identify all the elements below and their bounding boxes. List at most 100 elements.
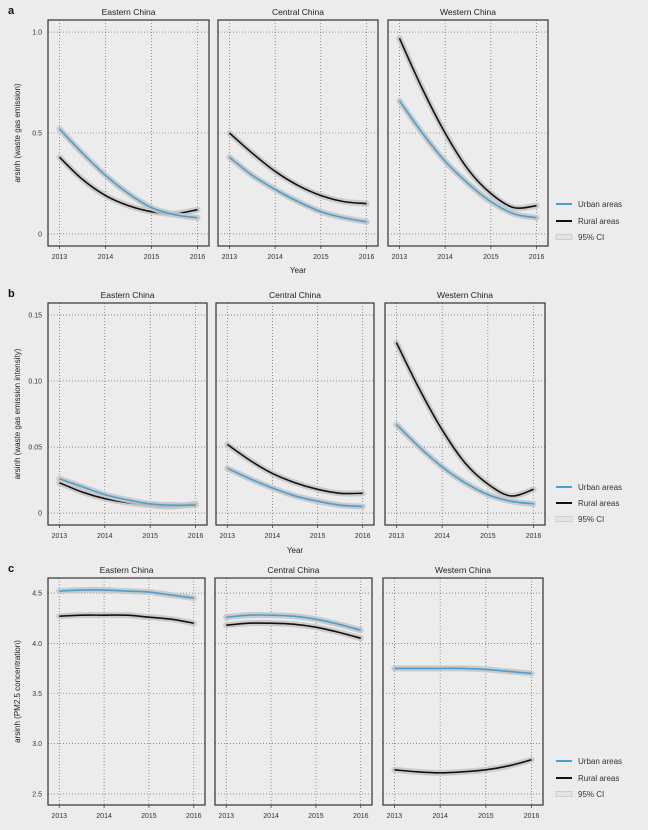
panel-letter: a <box>8 5 15 17</box>
legend-swatch-ci <box>555 791 573 797</box>
facet-western-china: Western China 2013 2014 2015 2016 <box>384 290 546 540</box>
x-tick-label: 2016 <box>353 813 369 820</box>
legend-label-rural: Rural areas <box>578 774 619 783</box>
panel-frame <box>47 577 206 806</box>
x-tick-label: 2015 <box>478 813 494 820</box>
ci-band-urban <box>226 154 370 225</box>
series-line-urban <box>394 667 532 675</box>
series-line-rural <box>59 614 194 624</box>
legend-label-urban: Urban areas <box>578 757 622 766</box>
series-line-urban <box>398 100 537 219</box>
x-tick-label: 2014 <box>97 533 113 540</box>
series-line-rural <box>226 443 363 495</box>
panel-frame <box>47 302 208 526</box>
panel-frame <box>384 302 546 526</box>
x-tick-label: 2015 <box>313 254 329 261</box>
series-line-urban <box>226 467 363 508</box>
facet-eastern-china: Eastern China 0 0.5 1.0 2013 2014 2015 2016 <box>32 7 210 261</box>
facet-title: Central China <box>268 565 320 575</box>
x-tick-label: 2013 <box>52 533 68 540</box>
chart-row-b: b arsinh (waste gas emission intensity) Ea… <box>8 288 622 555</box>
facet-title: Eastern China <box>101 290 155 300</box>
legend-label-urban: Urban areas <box>578 483 622 492</box>
legend-label-urban: Urban areas <box>578 200 622 209</box>
y-tick-label: 0 <box>38 231 42 238</box>
panel-frame <box>47 19 210 247</box>
legend-label-rural: Rural areas <box>578 217 619 226</box>
facet-title: Western China <box>435 565 491 575</box>
y-tick-label: 4.0 <box>32 641 42 648</box>
series-line-urban <box>59 589 194 599</box>
x-tick-label: 2014 <box>263 813 279 820</box>
panel-frame <box>217 19 379 247</box>
x-tick-label: 2013 <box>389 533 405 540</box>
facet-eastern-china: Eastern China 2.5 3.0 3.5 4.0 4.5 2013 2014 2015… <box>32 565 206 820</box>
facet-central-china: Central China 2013 2014 2015 2016 <box>217 7 379 261</box>
legend-swatch-ci <box>555 234 573 240</box>
x-tick-label: 2013 <box>51 813 67 820</box>
series-line-rural <box>58 156 198 215</box>
x-tick-label: 2016 <box>526 533 542 540</box>
x-tick-label: 2015 <box>142 533 158 540</box>
x-tick-label: 2013 <box>52 254 68 261</box>
x-axis-label: Year <box>287 546 304 555</box>
facet-central-china: Central China 2013 2014 2015 2016 <box>215 290 375 540</box>
facet-title: Eastern China <box>100 565 154 575</box>
x-tick-label: 2013 <box>392 254 408 261</box>
series-line-urban <box>58 128 198 219</box>
y-axis-label: arsinh (waste gas emission intensity) <box>13 348 22 479</box>
x-tick-label: 2014 <box>437 254 453 261</box>
y-tick-label: 0.05 <box>28 445 42 452</box>
x-tick-label: 2015 <box>483 254 499 261</box>
series-line-rural <box>394 759 532 774</box>
panel-frame <box>214 577 373 806</box>
series-line-urban <box>59 477 196 507</box>
x-tick-label: 2014 <box>434 533 450 540</box>
x-tick-label: 2014 <box>98 254 114 261</box>
x-tick-label: 2014 <box>265 533 281 540</box>
y-tick-label: 3.0 <box>32 741 42 748</box>
y-tick-label: 0.15 <box>28 312 42 319</box>
panel-frame <box>382 577 544 806</box>
facet-title: Central China <box>272 7 324 17</box>
legend-label-rural: Rural areas <box>578 499 619 508</box>
y-tick-label: 0 <box>38 511 42 518</box>
x-tick-label: 2016 <box>359 254 375 261</box>
chart-row-a: a arsinh (waste gas emission) Eastern Chin… <box>8 5 622 275</box>
y-tick-label: 4.5 <box>32 591 42 598</box>
facet-title: Eastern China <box>102 7 156 17</box>
series-line-urban <box>228 156 367 223</box>
x-tick-label: 2014 <box>267 254 283 261</box>
legend-swatch-ci <box>555 516 573 522</box>
series-line-urban <box>226 614 361 632</box>
x-tick-label: 2013 <box>218 813 234 820</box>
x-tick-label: 2015 <box>310 533 326 540</box>
facet-title: Western China <box>440 7 496 17</box>
y-tick-label: 0.5 <box>32 131 42 138</box>
legend-label-ci: 95% CI <box>578 233 604 242</box>
facet-central-china: Central China 2013 2014 2015 2016 <box>214 565 373 820</box>
x-tick-label: 2015 <box>308 813 324 820</box>
y-tick-label: 3.5 <box>32 691 42 698</box>
legend-label-ci: 95% CI <box>578 515 604 524</box>
panel-frame <box>215 302 375 526</box>
ci-band-urban <box>396 97 540 221</box>
y-axis-label: arsinh (waste gas emission) <box>13 83 22 182</box>
series-line-rural <box>228 132 367 205</box>
legend: Urban areas Rural areas 95% CI <box>555 757 622 799</box>
panel-frame <box>387 19 549 247</box>
panel-letter: c <box>8 563 14 575</box>
legend: Urban areas Rural areas 95% CI <box>555 483 622 524</box>
ci-band-urban <box>224 465 366 510</box>
x-tick-label: 2016 <box>190 254 206 261</box>
facet-western-china: Western China 2013 2014 2015 2016 <box>382 565 544 820</box>
x-tick-label: 2016 <box>355 533 371 540</box>
chart-row-c: c arsinh (PM2.5 concentration) Eastern Chi… <box>8 563 622 820</box>
ci-band-rural <box>224 441 366 497</box>
facet-title: Western China <box>437 290 493 300</box>
legend: Urban areas Rural areas 95% CI <box>555 200 622 242</box>
y-tick-label: 2.5 <box>32 791 42 798</box>
series-line-rural <box>398 37 537 210</box>
x-tick-label: 2016 <box>524 813 540 820</box>
series-line-rural <box>395 342 534 497</box>
